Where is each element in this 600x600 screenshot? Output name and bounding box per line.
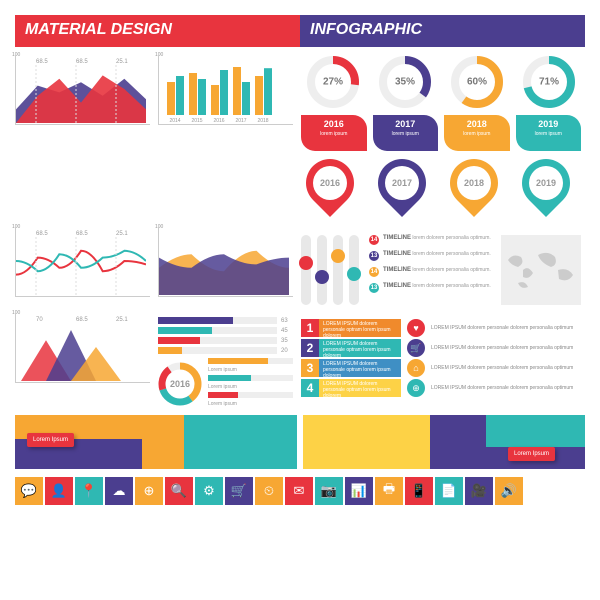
pin-2019[interactable]: 2019 bbox=[522, 159, 576, 219]
pin-2018[interactable]: 2018 bbox=[450, 159, 504, 219]
pin-2017[interactable]: 2017 bbox=[378, 159, 432, 219]
line-chart: 100 68.568.525.1 bbox=[15, 227, 150, 305]
steps-features: 1LOREM IPSUM dolorem personale optram lo… bbox=[301, 319, 581, 409]
donut-35: 35% bbox=[378, 55, 432, 109]
card-badge: Lorem Ipsum bbox=[27, 433, 74, 447]
step-2: 2LOREM IPSUM dolorem personale optram lo… bbox=[301, 339, 401, 357]
slider[interactable] bbox=[349, 235, 359, 305]
wave-chart: 100 bbox=[158, 227, 293, 305]
svg-text:25.1: 25.1 bbox=[116, 59, 128, 65]
hbar-progress: 63453520 2016 Lorem ipsumLorem ipsumLore… bbox=[158, 313, 293, 409]
icon-square[interactable]: 🖶 bbox=[375, 477, 403, 505]
svg-text:68.5: 68.5 bbox=[36, 59, 48, 65]
svg-text:25.1: 25.1 bbox=[116, 317, 128, 323]
icon-square[interactable]: 📱 bbox=[405, 477, 433, 505]
world-map bbox=[501, 235, 581, 305]
donut-71: 71% bbox=[522, 55, 576, 109]
year-tab-2016[interactable]: 2016lorem ipsum bbox=[301, 115, 367, 151]
material-cards: Lorem Ipsum Lorem Ipsum bbox=[15, 415, 585, 469]
sliders-timeline: 14TIMELINE lorem dolorem personalia opti… bbox=[301, 235, 581, 305]
material-card-1: Lorem Ipsum bbox=[15, 415, 297, 469]
feature-row: ⌂LOREM IPSUM dolorem personale dolorem p… bbox=[407, 359, 581, 377]
feature-row: 🛒LOREM IPSUM dolorem personale dolorem p… bbox=[407, 339, 581, 357]
svg-text:70: 70 bbox=[36, 317, 43, 323]
hbar: 63 bbox=[158, 317, 293, 324]
timeline-item: 13TIMELINE lorem dolorem personalia opti… bbox=[369, 283, 491, 293]
slider[interactable] bbox=[317, 235, 327, 305]
icon-square[interactable]: 📊 bbox=[345, 477, 373, 505]
step-1: 1LOREM IPSUM dolorem personale optram lo… bbox=[301, 319, 401, 337]
icon-square[interactable]: 📄 bbox=[435, 477, 463, 505]
donut-27: 27% bbox=[306, 55, 360, 109]
svg-text:68.5: 68.5 bbox=[76, 317, 88, 323]
icon-square[interactable]: 📍 bbox=[75, 477, 103, 505]
icon-square[interactable]: 📷 bbox=[315, 477, 343, 505]
svg-text:2016: 2016 bbox=[213, 118, 224, 123]
svg-text:68.5: 68.5 bbox=[76, 59, 88, 65]
pin-2016[interactable]: 2016 bbox=[306, 159, 360, 219]
slider[interactable] bbox=[333, 235, 343, 305]
svg-text:25.1: 25.1 bbox=[116, 231, 128, 237]
timeline-item: 14TIMELINE lorem dolorem personalia opti… bbox=[369, 235, 491, 245]
feature-row: ⊕LOREM IPSUM dolorem personale dolorem p… bbox=[407, 379, 581, 397]
feature-icon: ⊕ bbox=[407, 379, 425, 397]
slider[interactable] bbox=[301, 235, 311, 305]
feature-icon: ♥ bbox=[407, 319, 425, 337]
icon-square[interactable]: ⊕ bbox=[135, 477, 163, 505]
hbar: 35 bbox=[158, 337, 293, 344]
header-left: MATERIAL DESIGN bbox=[15, 15, 300, 47]
svg-text:68.5: 68.5 bbox=[76, 231, 88, 237]
step-3: 3LOREM IPSUM dolorem personale optram lo… bbox=[301, 359, 401, 377]
icon-square[interactable]: ⏲ bbox=[255, 477, 283, 505]
icon-square[interactable]: ✉ bbox=[285, 477, 313, 505]
icon-square[interactable]: 🛒 bbox=[225, 477, 253, 505]
year-tab-2018[interactable]: 2018lorem ipsum bbox=[444, 115, 510, 151]
material-card-2: Lorem Ipsum bbox=[303, 415, 585, 469]
svg-text:2015: 2015 bbox=[191, 118, 202, 123]
feature-row: ♥LOREM IPSUM dolorem personale dolorem p… bbox=[407, 319, 581, 337]
right-panel-top: 27% 35% 60% 71% 2016lorem ipsum2017lorem ip… bbox=[301, 55, 581, 219]
hbar: 45 bbox=[158, 327, 293, 334]
icon-square[interactable]: 🔍 bbox=[165, 477, 193, 505]
header: MATERIAL DESIGN INFOGRAPHIC bbox=[15, 15, 585, 47]
progress-year: 2016 bbox=[170, 379, 190, 389]
area-chart: 100 68.568.525.1 bbox=[15, 55, 150, 219]
triangle-chart: 100 7068.525.1 bbox=[15, 313, 150, 409]
svg-text:2014: 2014 bbox=[169, 118, 180, 123]
step-4: 4LOREM IPSUM dolorem personale optram lo… bbox=[301, 379, 401, 397]
svg-text:2017: 2017 bbox=[235, 118, 246, 123]
feature-icon: 🛒 bbox=[407, 339, 425, 357]
icon-square[interactable]: 👤 bbox=[45, 477, 73, 505]
progress-bar bbox=[208, 392, 293, 398]
icon-square[interactable]: 🎥 bbox=[465, 477, 493, 505]
year-tab-2017[interactable]: 2017lorem ipsum bbox=[373, 115, 439, 151]
icon-square[interactable]: ⚙ bbox=[195, 477, 223, 505]
svg-text:2018: 2018 bbox=[257, 118, 268, 123]
donut-60: 60% bbox=[450, 55, 504, 109]
icon-bar: 💬👤📍☁⊕🔍⚙🛒⏲✉📷📊🖶📱📄🎥🔊 bbox=[15, 477, 585, 505]
icon-square[interactable]: ☁ bbox=[105, 477, 133, 505]
svg-text:68.5: 68.5 bbox=[36, 231, 48, 237]
hbar: 20 bbox=[158, 347, 293, 354]
card-badge: Lorem Ipsum bbox=[508, 447, 555, 461]
year-tab-2019[interactable]: 2019lorem ipsum bbox=[516, 115, 582, 151]
timeline-item: 13TIMELINE lorem dolorem personalia opti… bbox=[369, 251, 491, 261]
header-right: INFOGRAPHIC bbox=[300, 15, 585, 47]
timeline-item: 14TIMELINE lorem dolorem personalia opti… bbox=[369, 267, 491, 277]
feature-icon: ⌂ bbox=[407, 359, 425, 377]
progress-bar bbox=[208, 375, 293, 381]
icon-square[interactable]: 💬 bbox=[15, 477, 43, 505]
bar-chart: 100 20142015201620172018 bbox=[158, 55, 293, 219]
progress-bar bbox=[208, 358, 293, 364]
icon-square[interactable]: 🔊 bbox=[495, 477, 523, 505]
